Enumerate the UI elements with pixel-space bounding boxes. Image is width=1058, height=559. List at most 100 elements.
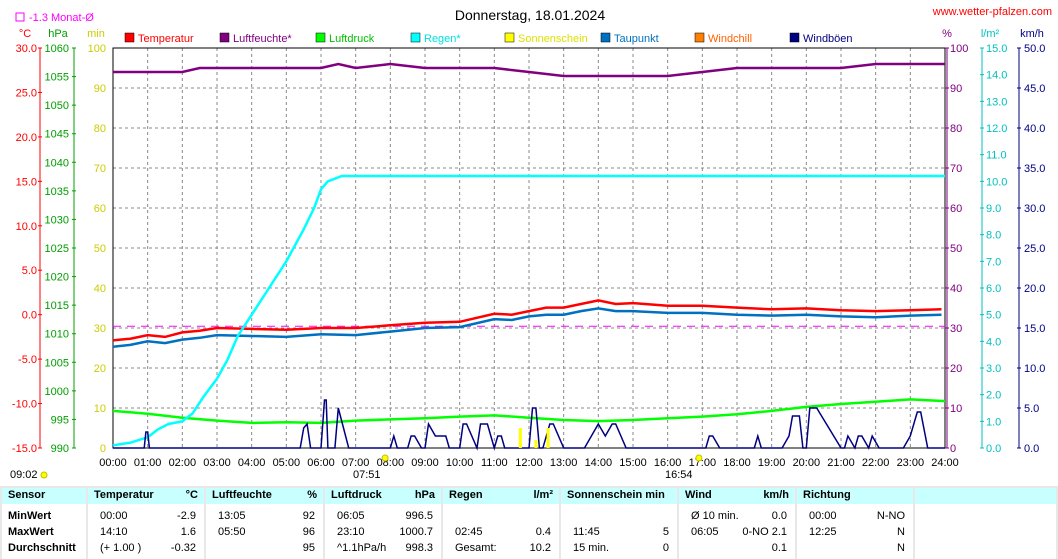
pressure-axis-tick-label: 1060: [45, 43, 69, 55]
x-tick-label: 21:00: [827, 457, 855, 469]
axis-unit-sun_min: min: [87, 28, 105, 40]
stats-col-rain: Regen l/m² 02:45 0.4 Gesamt: 10.2: [443, 488, 559, 559]
axis-unit-wind: km/h: [1020, 28, 1044, 40]
stats-header-unit: km/h: [763, 489, 789, 501]
stats-col-hum: Luftfeuchte% 13:05 92 05:50 96 95: [206, 488, 323, 559]
stats-cell-value: N: [897, 526, 905, 538]
legend-label: Regen*: [424, 33, 461, 45]
humidity-axis-tick-label: 10: [950, 403, 962, 415]
x-tick-label: 04:00: [238, 457, 266, 469]
humidity-axis-tick-label: 0: [950, 443, 956, 455]
rain-axis-tick-label: 12.0: [986, 123, 1007, 135]
stats-cell-value: -2.9: [177, 510, 196, 522]
series-luftdruck-line: [112, 398, 946, 425]
legend-swatch: [219, 32, 230, 43]
sun-axis-tick-label: 10: [94, 403, 106, 415]
legend-label: Temperatur: [138, 33, 194, 45]
wind-axis-tick-label: 15.0: [1024, 323, 1045, 335]
stats-cell-value: 10.2: [529, 542, 551, 554]
rain-axis-tick-label: 10.0: [986, 176, 1007, 188]
sunset-label: 16:54: [665, 469, 693, 481]
weather-chart: 00:00 01:00 02:00 03:00 04:00 05:00 06:00 07:00…: [10, 6, 1052, 481]
pressure-axis-tick-label: 1055: [45, 72, 69, 84]
stats-cell-value: 0.4: [535, 526, 551, 538]
sun-axis-tick-label: 80: [94, 123, 106, 135]
stats-header-label: Temperatur: [94, 489, 154, 501]
rain-axis-tick-label: 4.0: [986, 336, 1001, 348]
wind-axis-tick-label: 40.0: [1024, 123, 1045, 135]
axis-unit-rain: l/m²: [981, 28, 1000, 40]
temp-axis-tick-label: 15.0: [16, 176, 37, 188]
stats-cell-value: 998.3: [405, 542, 433, 554]
temp-axis-tick-label: -5.0: [18, 354, 37, 366]
pressure-axis-tick-label: 995: [51, 414, 69, 426]
humidity-axis-tick-label: 20: [950, 363, 962, 375]
sun-axis-tick-label: 90: [94, 83, 106, 95]
x-tick-label: 03:00: [203, 457, 231, 469]
rain-axis-tick-label: 1.0: [986, 416, 1001, 428]
rain-axis-tick-label: 0.0: [986, 443, 1001, 455]
legend-swatch: [694, 32, 705, 43]
wind-axis-tick-label: 10.0: [1024, 363, 1045, 375]
pressure-axis-tick-label: 1050: [45, 100, 69, 112]
chart-title: Donnerstag, 18.01.2024: [455, 7, 605, 23]
temp-axis-tick-label: 10.0: [16, 221, 37, 233]
stats-table: Sensor MinWert MaxWert Durchschnitt Temperat…: [0, 486, 1058, 559]
rain-axis-tick-label: 9.0: [986, 203, 1001, 215]
temp-axis-tick-label: 20.0: [16, 132, 37, 144]
chart-grid: [112, 47, 946, 449]
sunshine-bar: [546, 428, 550, 448]
x-tick-label: 09:00: [411, 457, 439, 469]
stats-cell-value: N-NO: [876, 510, 905, 522]
temp-axis-tick-label: 25.0: [16, 87, 37, 99]
stats-col-header: [88, 488, 204, 504]
humidity-axis-tick-label: 30: [950, 323, 962, 335]
wind-axis-tick-label: 25.0: [1024, 243, 1045, 255]
axis-unit-temp: °C: [19, 28, 31, 40]
humidity-axis-tick-label: 40: [950, 283, 962, 295]
x-tick-label: 13:00: [550, 457, 578, 469]
sun-axis-tick-label: 20: [94, 363, 106, 375]
stats-cell-value: 95: [302, 542, 315, 554]
stats-col-header: [2, 488, 86, 504]
humidity-axis-tick-label: 90: [950, 83, 962, 95]
stats-col-sun: Sonnenschein min 11:45 5 15 min. 0: [561, 488, 677, 559]
stats-col-wind: Wind km/h Ø 10 min. 0.0 06:05 0-NO 2.1 0.1: [679, 488, 795, 559]
stats-cell-value: 0-NO 2.1: [742, 526, 787, 538]
stats-cell-value: 0.0: [771, 510, 787, 522]
x-tick-label: 17:00: [689, 457, 717, 469]
stats-col-header: [679, 488, 795, 504]
x-tick-label: 20:00: [793, 457, 821, 469]
sun-axis-tick-label: 100: [88, 43, 106, 55]
sunrise-marker: [381, 454, 389, 462]
pressure-axis-tick-label: 1025: [45, 243, 69, 255]
chart-axes: 00:00 01:00 02:00 03:00 04:00 05:00 06:00 07:00…: [12, 28, 1046, 469]
sun-axis-tick-label: 0: [100, 443, 106, 455]
stats-row-label: MaxWert: [8, 526, 54, 538]
stats-header-unit: hPa: [414, 489, 435, 501]
stats-header-unit: l/m²: [533, 489, 553, 501]
stats-cell-time: 00:00: [809, 510, 837, 522]
pressure-axis-tick-label: 1020: [45, 272, 69, 284]
stats-col-sensor: Sensor MinWert MaxWert Durchschnitt: [2, 488, 86, 559]
humidity-axis-tick-label: 80: [950, 123, 962, 135]
pressure-axis-tick-label: 1015: [45, 300, 69, 312]
monthly-avg-swatch: [15, 12, 25, 22]
rain-axis-tick-label: 15.0: [986, 43, 1007, 55]
rain-axis-tick-label: 11.0: [986, 150, 1007, 162]
pressure-axis-tick-label: 1010: [45, 329, 69, 341]
stats-cell-value: -0.32: [170, 542, 196, 554]
temp-axis-tick-label: 5.0: [22, 265, 37, 277]
website-link[interactable]: www.wetter-pfalzen.com: [932, 6, 1052, 18]
stats-col-header: [797, 488, 913, 504]
stats-col-header: [206, 488, 323, 504]
stats-cell-time: 23:10: [337, 526, 365, 538]
x-tick-label: 02:00: [169, 457, 197, 469]
rain-axis-tick-label: 3.0: [986, 363, 1001, 375]
stats-cell-value: 92: [302, 510, 315, 522]
sunset-marker: [695, 454, 703, 462]
stats-row-label: Durchschnitt: [8, 542, 76, 554]
pressure-axis-tick-label: 1000: [45, 386, 69, 398]
pressure-axis-tick-label: 1030: [45, 214, 69, 226]
chart-plot-area: [40, 62, 946, 479]
